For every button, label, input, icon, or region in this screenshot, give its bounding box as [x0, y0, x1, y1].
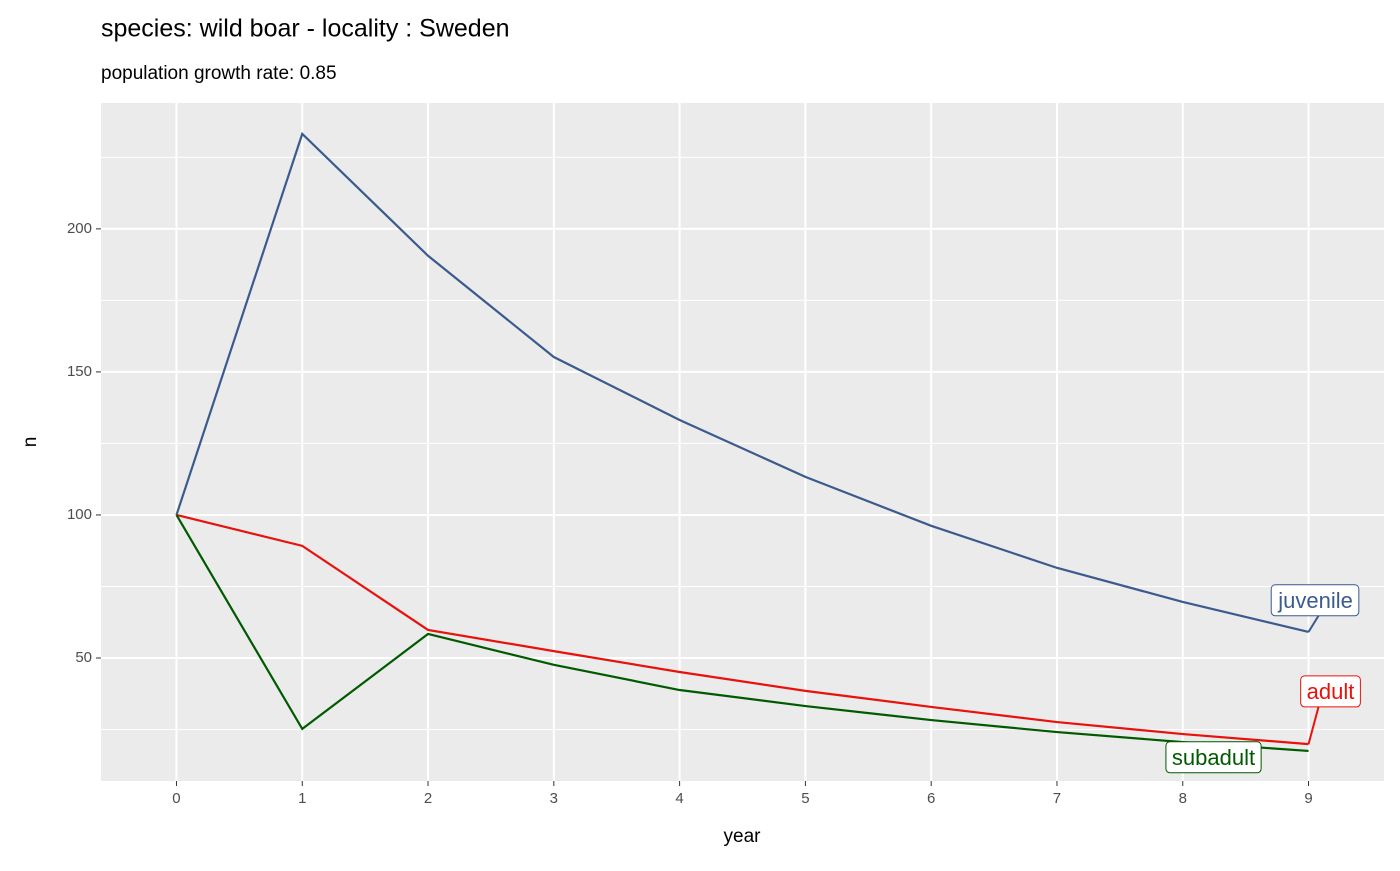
x-tick-label: 8 [1179, 790, 1187, 807]
x-tick-label: 2 [424, 790, 432, 807]
x-tick-label: 3 [550, 790, 558, 807]
x-axis-title: year [724, 826, 762, 847]
series-label: adult [1300, 675, 1361, 745]
y-tick-label: 150 [67, 363, 92, 380]
y-tick-label: 100 [67, 506, 92, 523]
y-tick-label: 50 [75, 649, 92, 666]
series-label-text: juvenile [1277, 588, 1353, 613]
x-tick-label: 4 [675, 790, 683, 807]
x-tick-label: 6 [927, 790, 935, 807]
series-label: juvenile [1270, 584, 1360, 633]
line [175, 131, 1309, 634]
series-label-text: subadult [1172, 745, 1255, 770]
x-tick-label: 1 [298, 790, 306, 807]
series-label-box [1300, 675, 1361, 708]
label-leader [1307, 615, 1320, 633]
label-leader [1307, 706, 1320, 745]
x-tick-label: 7 [1053, 790, 1061, 807]
panel [101, 103, 1384, 781]
series-label: subadult [1165, 741, 1262, 774]
line [176, 513, 1309, 746]
line [175, 514, 1309, 753]
x-tick-label: 0 [172, 790, 180, 807]
series-label-box [1270, 584, 1360, 617]
y-axis-title: n [20, 437, 41, 448]
chart-subtitle: population growth rate: 0.85 [101, 63, 337, 84]
x-tick-label: 5 [801, 790, 809, 807]
series-label-box [1165, 741, 1262, 774]
y-tick-label: 200 [67, 220, 92, 237]
series-label-text: adult [1307, 679, 1355, 704]
chart-title: species: wild boar - locality : Sweden [101, 15, 510, 43]
x-tick-label: 9 [1304, 790, 1312, 807]
